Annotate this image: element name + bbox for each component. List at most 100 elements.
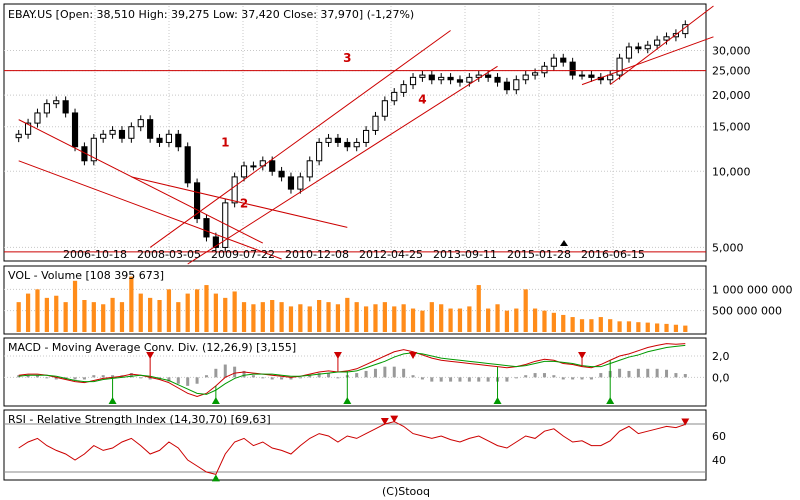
volume-bar: [655, 323, 660, 332]
price-trend-lines: [4, 5, 714, 265]
candle: [353, 141, 360, 148]
macd-histogram-bar: [35, 375, 39, 378]
candle: [663, 36, 670, 41]
candle: [588, 74, 595, 78]
y-tick-label: 5,000: [712, 241, 744, 254]
volume-bar: [25, 293, 31, 332]
macd-histogram-bar: [505, 377, 509, 382]
macd-histogram-bar: [477, 377, 481, 382]
annotation-label: 1: [221, 136, 229, 150]
volume-bar: [645, 322, 650, 332]
candle: [607, 74, 614, 81]
y-tick-label: 2,0: [712, 350, 730, 363]
buy-signal-icon: [343, 397, 352, 404]
volume-bar: [148, 297, 153, 332]
macd-histogram-bar: [552, 375, 556, 378]
macd-histogram-bar: [542, 373, 546, 378]
candle: [71, 112, 79, 148]
candle: [334, 137, 341, 143]
macd-histogram-bar: [655, 368, 659, 378]
volume-bar: [542, 310, 547, 332]
trend-line: [609, 5, 714, 86]
candle: [616, 57, 623, 76]
macd-histogram-bar: [139, 377, 143, 379]
x-tick-label: 2010-12-08: [285, 248, 349, 261]
candle: [485, 74, 492, 78]
marker-triangle-icon: [560, 240, 568, 246]
candle: [344, 141, 351, 148]
buy-signal-icon: [108, 397, 117, 404]
volume-panel-title: VOL - Volume [108 395 673]: [8, 269, 164, 282]
volume-bar: [373, 304, 378, 332]
y-tick-label: 30,000: [712, 45, 751, 58]
volume-bar: [232, 291, 237, 332]
macd-histogram-bar: [186, 377, 190, 386]
macd-histogram-bar: [618, 368, 622, 378]
candle: [269, 160, 276, 172]
buy-signal-icon: [493, 397, 502, 404]
candle: [532, 72, 539, 76]
candle: [635, 46, 642, 50]
volume-bar: [16, 302, 21, 332]
candle: [372, 115, 379, 131]
macd-histogram-bar: [646, 368, 650, 378]
candle: [240, 165, 248, 178]
volume-bar: [532, 308, 538, 332]
macd-histogram-bar: [674, 373, 678, 378]
y-tick-label: 60: [712, 430, 726, 443]
annotation-label: 2: [240, 196, 248, 210]
macd-panel-frame: [3, 337, 707, 407]
volume-bar: [138, 293, 143, 332]
candle: [128, 126, 135, 139]
candle: [409, 76, 417, 86]
candle: [278, 170, 285, 178]
y-tick-label: 10,000: [712, 165, 751, 178]
rsi-signals: [211, 415, 690, 482]
candle: [25, 122, 32, 135]
macd-histogram-bar: [195, 377, 199, 384]
volume-bar: [608, 319, 613, 332]
macd-panel: MACD - Moving Average Conv. Div. (12,26,…: [3, 337, 730, 407]
volume-bar: [551, 312, 556, 332]
buy-signal-icon: [211, 397, 220, 404]
candle: [15, 133, 22, 139]
macd-histogram-bar: [167, 377, 171, 382]
volume-bar: [561, 314, 566, 332]
candle: [578, 74, 586, 77]
macd-histogram-bar: [317, 373, 321, 378]
rsi-panel: RSI - Relative Strength Index (14,30,70)…: [3, 409, 726, 482]
macd-histogram-bar: [430, 377, 434, 382]
macd-histogram-bar: [580, 377, 584, 380]
candle: [654, 39, 661, 46]
macd-histogram-bar: [45, 377, 49, 379]
macd-histogram-bar: [214, 368, 218, 378]
macd-histogram-bar: [308, 375, 312, 378]
rsi-lines: [18, 421, 686, 475]
macd-histogram-bar: [383, 366, 387, 378]
candle: [165, 133, 172, 143]
candle: [625, 46, 633, 59]
candle: [43, 103, 50, 114]
sell-signal-icon: [380, 418, 389, 425]
volume-bar: [317, 300, 322, 332]
macd-histogram-bar: [571, 377, 575, 380]
volume-bar: [44, 297, 49, 332]
candle: [109, 129, 116, 135]
rsi-panel-frame: [3, 409, 707, 481]
volume-bar: [326, 302, 331, 332]
rsi-grid: [4, 423, 706, 473]
volume-bar: [382, 302, 387, 332]
candle: [541, 65, 548, 74]
y-tick-label: 0,0: [712, 371, 730, 384]
candle: [287, 176, 295, 190]
volume-bar: [110, 297, 115, 332]
macd-histogram-bar: [599, 373, 603, 378]
y-tick-label: 20,000: [712, 89, 751, 102]
macd-signals: [108, 351, 615, 404]
macd-histogram-bar: [289, 377, 293, 380]
macd-histogram-bar: [524, 375, 528, 378]
candle: [569, 61, 576, 76]
macd-histogram-bar: [439, 377, 443, 382]
volume-bar: [401, 304, 406, 332]
candle: [137, 119, 144, 128]
